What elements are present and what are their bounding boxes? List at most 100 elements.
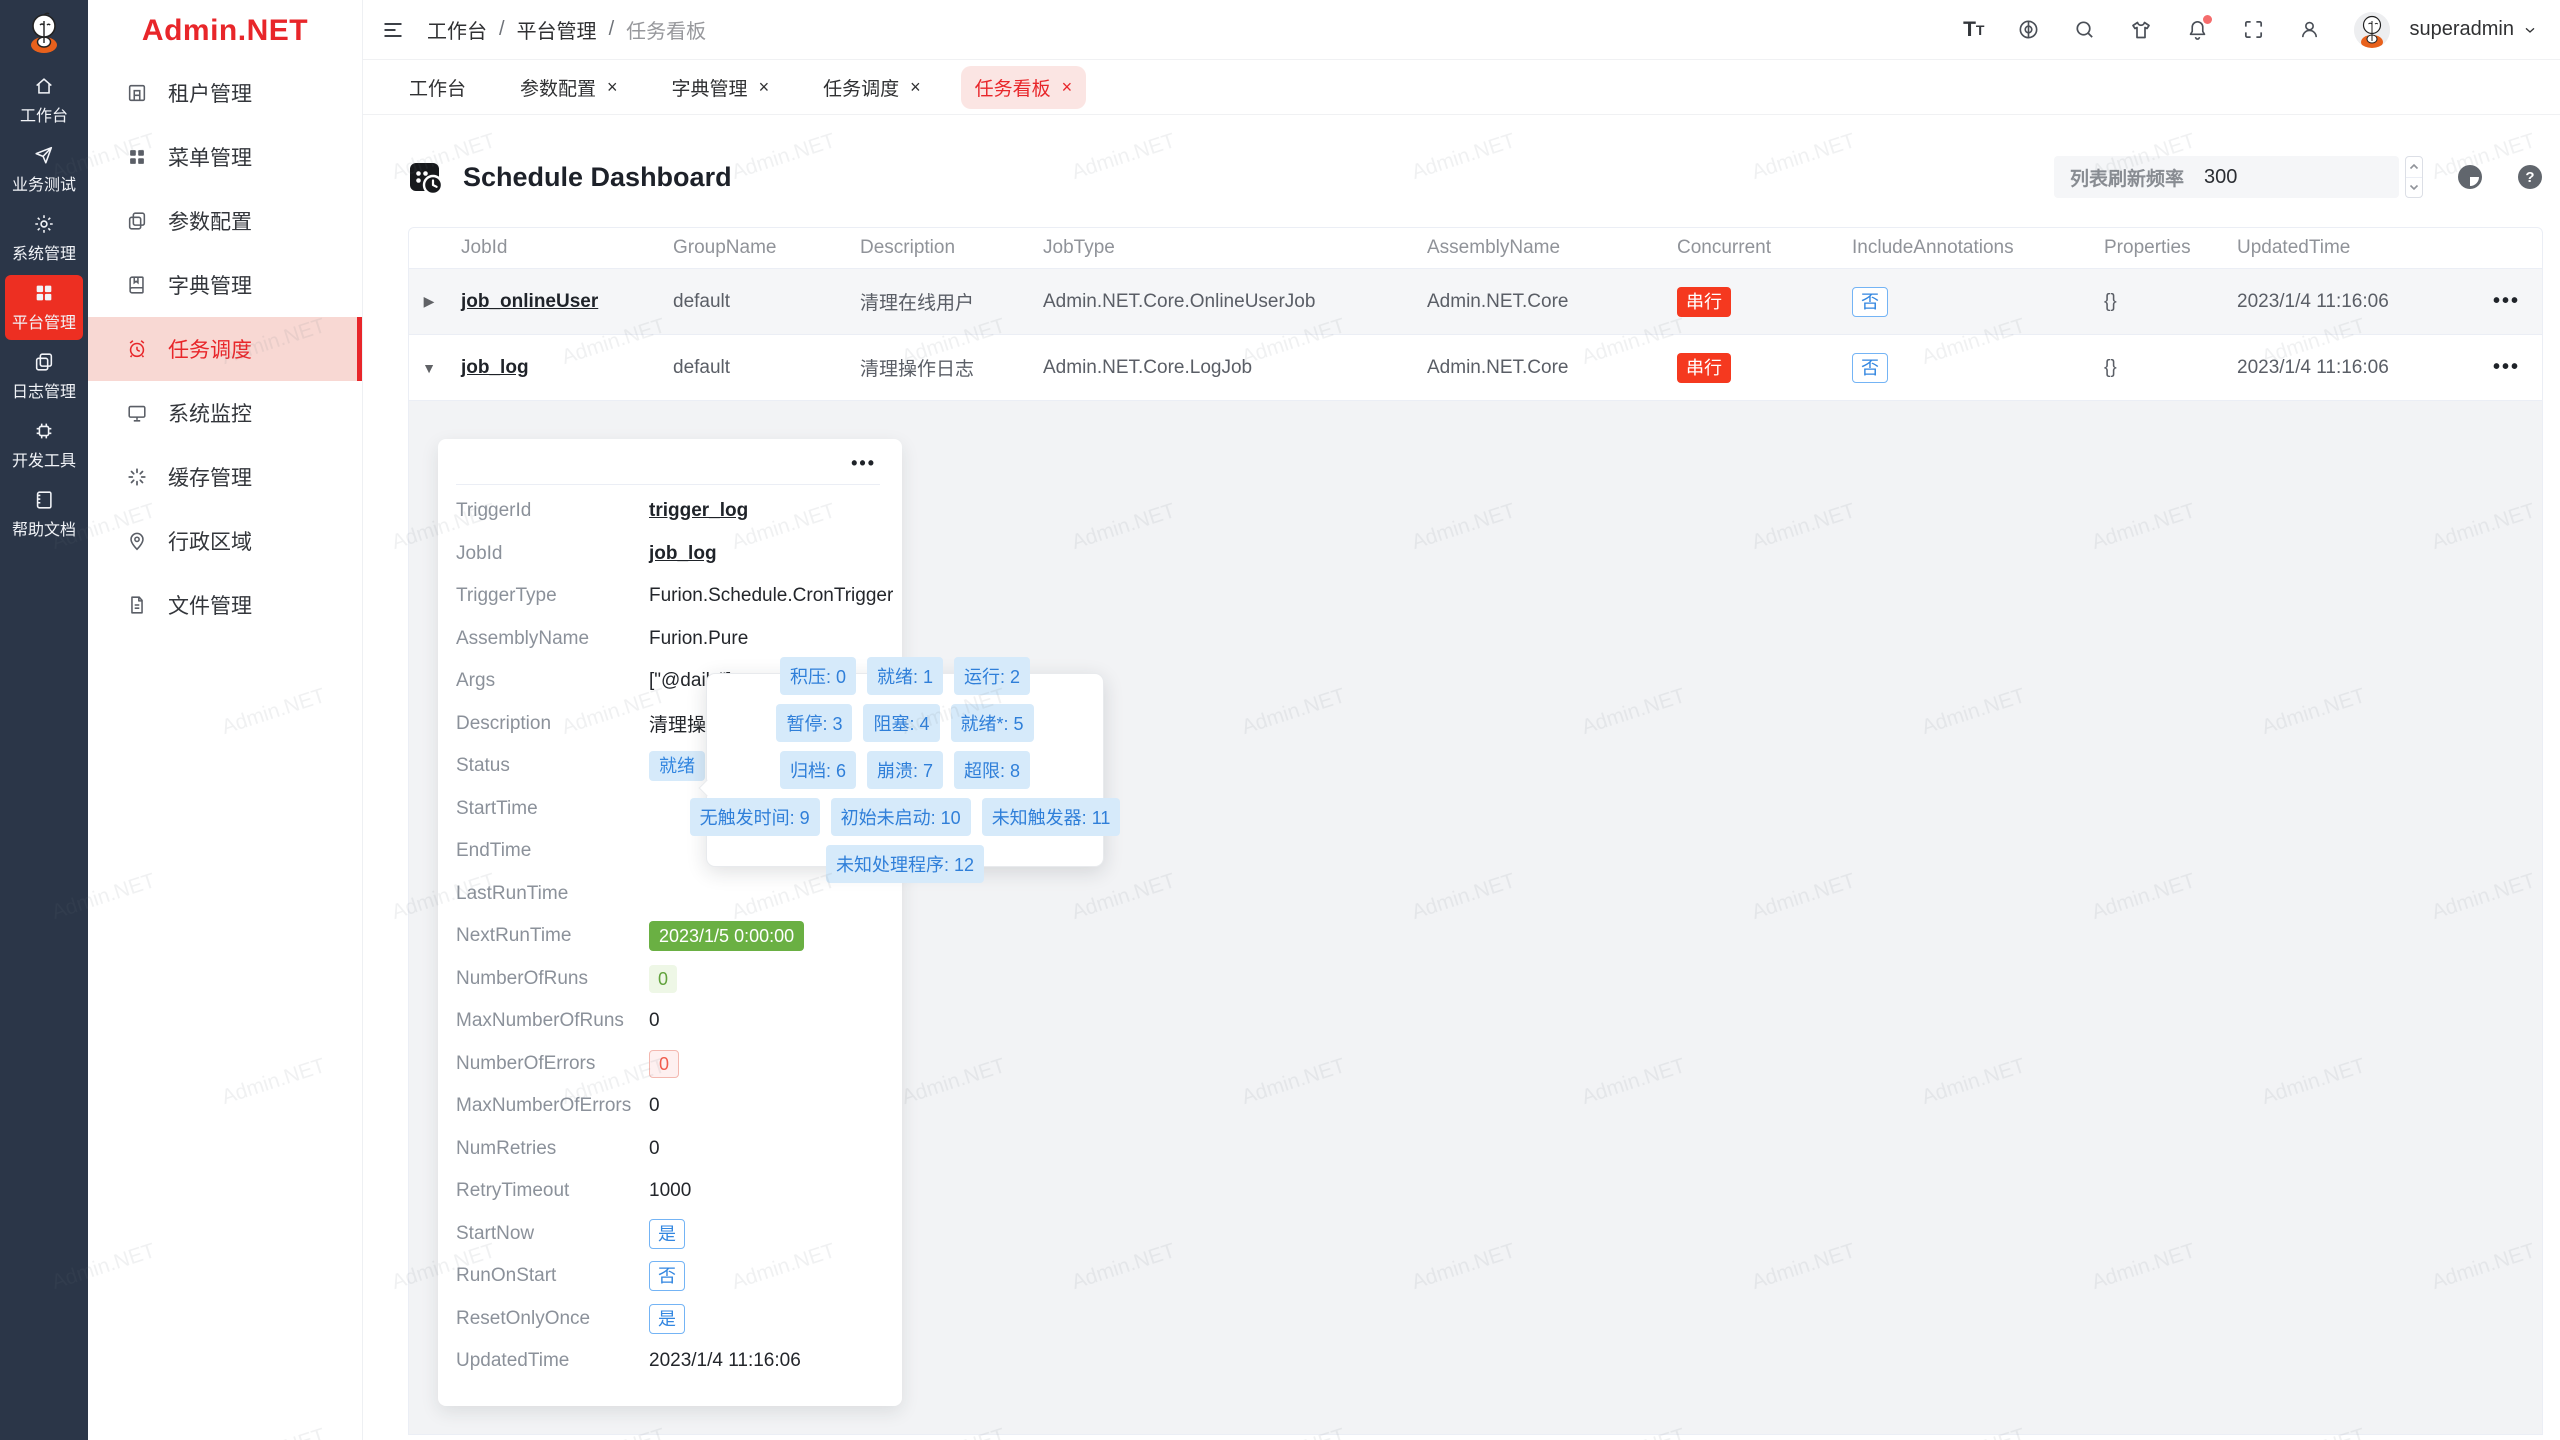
status-legend-tag: 就绪*: 5 xyxy=(951,704,1034,742)
trigger-id-link[interactable]: trigger_log xyxy=(649,500,748,522)
help-icon[interactable]: ? xyxy=(2517,164,2543,190)
detail-row: ResetOnlyOnce是 xyxy=(456,1298,880,1341)
brand-logo[interactable] xyxy=(0,0,88,66)
detail-row: RunOnStart否 xyxy=(456,1255,880,1298)
detail-row: JobIdjob_log xyxy=(456,533,880,576)
sidebar-item-label: 字典管理 xyxy=(168,270,252,300)
start-now-tag: 是 xyxy=(649,1219,685,1249)
content: Schedule Dashboard 列表刷新频率 ? xyxy=(363,115,2560,1440)
sidebar-item-sys-monitor[interactable]: 系统监控 xyxy=(88,381,362,445)
mascot-logo-icon xyxy=(20,9,68,57)
sidebar-item-cache[interactable]: 缓存管理 xyxy=(88,445,362,509)
page-toolbar: Schedule Dashboard 列表刷新频率 ? xyxy=(408,127,2543,227)
row-more-icon[interactable]: ••• xyxy=(2493,356,2520,379)
cell-updated-time: 2023/1/4 11:16:06 xyxy=(2225,357,2471,379)
expand-caret-right-icon[interactable]: ▶ xyxy=(424,293,435,310)
tab-label: 任务看板 xyxy=(975,74,1051,101)
nav-rail: 工作台 业务测试 系统管理 平台管理 日志管理 开发工具 帮助文档 xyxy=(0,0,88,1440)
sidebar-item-label: 参数配置 xyxy=(168,206,252,236)
rail-item-platform-mgmt[interactable]: 平台管理 xyxy=(5,275,83,340)
notification-bell-icon[interactable] xyxy=(2186,18,2209,41)
close-icon[interactable]: × xyxy=(1062,78,1073,96)
job-id-link[interactable]: job_log xyxy=(649,543,717,565)
breadcrumb-workbench[interactable]: 工作台 xyxy=(427,15,487,44)
job-id-link[interactable]: job_log xyxy=(461,357,529,378)
monitor-icon xyxy=(126,402,148,424)
step-up-icon[interactable] xyxy=(2406,157,2422,178)
table-row-job-log: ▼ job_log default 清理操作日志 Admin.NET.Core.… xyxy=(409,334,2542,400)
sidebar: Admin.NET 租户管理 菜单管理 参数配置 字典管理 任务调度 系统监控 … xyxy=(88,0,363,1440)
sidebar-item-file[interactable]: 文件管理 xyxy=(88,573,362,637)
status-tag[interactable]: 就绪 xyxy=(649,751,705,781)
expand-caret-down-icon[interactable]: ▼ xyxy=(422,360,436,376)
detail-row: RetryTimeout1000 xyxy=(456,1170,880,1213)
close-icon[interactable]: × xyxy=(607,78,618,96)
username-label: superadmin xyxy=(2409,18,2514,41)
rail-item-system-mgmt[interactable]: 系统管理 xyxy=(5,206,83,271)
sidebar-item-tenant[interactable]: 租户管理 xyxy=(88,61,362,125)
run-on-start-tag: 否 xyxy=(649,1261,685,1291)
dict-book-icon xyxy=(126,274,148,296)
rail-item-label: 帮助文档 xyxy=(12,516,76,540)
refresh-rate-input[interactable] xyxy=(2204,166,2324,189)
column-header: Concurrent xyxy=(1665,237,1840,259)
sidebar-item-dict[interactable]: 字典管理 xyxy=(88,253,362,317)
tab-task-dashboard[interactable]: 任务看板 × xyxy=(961,66,1087,109)
user-menu[interactable]: superadmin xyxy=(2409,18,2538,41)
collapse-menu-icon[interactable] xyxy=(381,18,405,42)
close-icon[interactable]: × xyxy=(910,78,921,96)
app-root: 工作台 业务测试 系统管理 平台管理 日志管理 开发工具 帮助文档 Admin.… xyxy=(0,0,2560,1440)
cell-assembly: Admin.NET.Core xyxy=(1415,291,1665,313)
refresh-rate-box: 列表刷新频率 xyxy=(2054,156,2399,198)
menu-grid-icon xyxy=(126,146,148,168)
language-icon[interactable] xyxy=(2017,18,2040,41)
column-header: UpdatedTime xyxy=(2225,237,2471,259)
file-icon xyxy=(126,594,148,616)
tab-dict[interactable]: 字典管理× xyxy=(658,66,784,109)
rail-item-label: 系统管理 xyxy=(12,240,76,264)
breadcrumb: 工作台 / 平台管理 / 任务看板 xyxy=(427,15,706,44)
detail-row: NumRetries0 xyxy=(456,1128,880,1171)
status-legend-tag: 暂停: 3 xyxy=(776,704,852,742)
job-id-link[interactable]: job_onlineUser xyxy=(461,291,598,312)
detail-more-icon[interactable]: ••• xyxy=(456,453,880,474)
rail-item-help-docs[interactable]: 帮助文档 xyxy=(5,482,83,547)
sidebar-item-task-schedule[interactable]: 任务调度 xyxy=(88,317,362,381)
alarm-clock-icon xyxy=(126,338,148,360)
status-legend-tag: 未知触发器: 11 xyxy=(982,798,1121,836)
rail-item-business-test[interactable]: 业务测试 xyxy=(5,137,83,202)
status-legend-tag: 阻塞: 4 xyxy=(863,704,939,742)
tab-task-schedule[interactable]: 任务调度× xyxy=(809,66,935,109)
status-legend-tag: 归档: 6 xyxy=(780,751,856,789)
step-down-icon[interactable] xyxy=(2406,178,2422,198)
concurrent-tag: 串行 xyxy=(1677,287,1731,317)
include-annotations-tag: 否 xyxy=(1852,353,1888,383)
breadcrumb-current: 任务看板 xyxy=(626,15,706,44)
pie-progress-icon[interactable] xyxy=(2457,164,2483,190)
avatar[interactable] xyxy=(2354,12,2390,48)
sidebar-item-label: 文件管理 xyxy=(168,590,252,620)
font-size-icon[interactable]: TT xyxy=(1963,18,1984,42)
close-icon[interactable]: × xyxy=(759,78,770,96)
search-icon[interactable] xyxy=(2073,18,2096,41)
theme-shirt-icon[interactable] xyxy=(2129,18,2153,42)
rail-item-workbench[interactable]: 工作台 xyxy=(5,68,83,133)
topbar: 工作台 / 平台管理 / 任务看板 TT xyxy=(363,0,2560,60)
expanded-row-region: ••• TriggerIdtrigger_log JobIdjob_log Tr… xyxy=(409,400,2542,1434)
fullscreen-icon[interactable] xyxy=(2242,18,2265,41)
row-more-icon[interactable]: ••• xyxy=(2493,290,2520,313)
tab-workbench[interactable]: 工作台 xyxy=(395,66,480,109)
status-legend-tag: 无触发时间: 9 xyxy=(690,798,820,836)
rail-item-dev-tools[interactable]: 开发工具 xyxy=(5,413,83,478)
user-icon[interactable] xyxy=(2298,18,2321,41)
column-header: Description xyxy=(848,237,1031,259)
rail-item-log-mgmt[interactable]: 日志管理 xyxy=(5,344,83,409)
sidebar-item-menu[interactable]: 菜单管理 xyxy=(88,125,362,189)
sidebar-item-region[interactable]: 行政区域 xyxy=(88,509,362,573)
number-of-runs-tag: 0 xyxy=(649,965,677,993)
rail-item-label: 日志管理 xyxy=(12,378,76,402)
detail-row: MaxNumberOfErrors0 xyxy=(456,1085,880,1128)
sidebar-item-params[interactable]: 参数配置 xyxy=(88,189,362,253)
breadcrumb-platform[interactable]: 平台管理 xyxy=(517,15,597,44)
tab-params[interactable]: 参数配置× xyxy=(506,66,632,109)
